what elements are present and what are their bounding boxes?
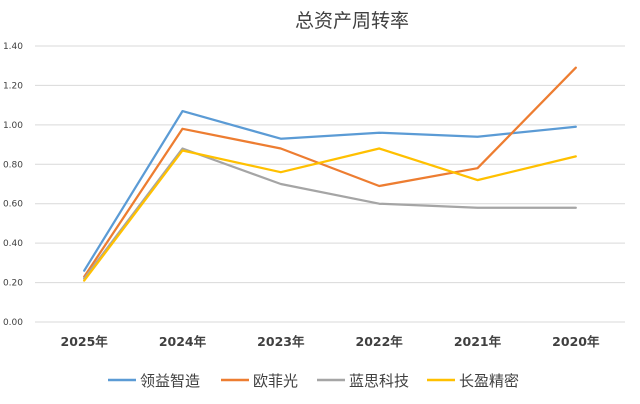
series-line-4 xyxy=(83,147,577,282)
x-tick-label: 2022年 xyxy=(356,334,404,349)
x-tick-label: 2021年 xyxy=(454,334,502,349)
gridlines xyxy=(35,45,625,323)
legend-label: 领益智造 xyxy=(140,372,200,390)
y-tick-label: 1.40 xyxy=(3,42,23,52)
series-line-2 xyxy=(83,66,577,278)
legend-label: 长盈精密 xyxy=(459,372,519,390)
x-tick-label: 2024年 xyxy=(159,334,207,349)
chart-title: 总资产周转率 xyxy=(295,10,409,32)
y-tick-label: 0.40 xyxy=(3,239,23,249)
legend: 领益智造 欧菲光 蓝思科技 长盈精密 xyxy=(108,372,519,390)
y-tick-label: 0.20 xyxy=(3,279,23,289)
y-tick-label: 0.80 xyxy=(3,160,23,170)
x-axis-ticks: 2025年 2024年 2023年 2022年 2021年 2020年 xyxy=(61,334,600,349)
x-tick-label: 2023年 xyxy=(257,334,305,349)
y-tick-label: 0.60 xyxy=(3,200,23,210)
series-line-1 xyxy=(83,109,577,272)
x-tick-label: 2020年 xyxy=(552,334,600,349)
legend-label: 欧菲光 xyxy=(253,372,298,390)
y-tick-label: 1.20 xyxy=(3,81,23,91)
x-tick-label: 2025年 xyxy=(61,334,109,349)
y-axis-ticks: 0.00 0.20 0.40 0.60 0.80 1.00 1.20 1.40 xyxy=(3,42,23,328)
y-tick-label: 1.00 xyxy=(3,121,23,131)
series-lines xyxy=(83,66,577,282)
legend-label: 蓝思科技 xyxy=(349,372,409,390)
y-tick-label: 0.00 xyxy=(3,318,23,328)
series-line-3 xyxy=(83,147,577,280)
